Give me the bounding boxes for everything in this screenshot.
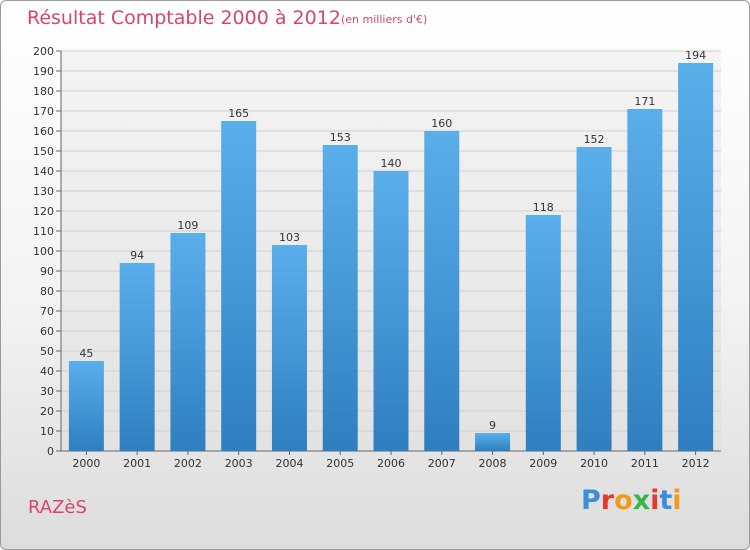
data-label: 94 <box>130 249 144 262</box>
y-tick-label: 200 <box>33 45 54 58</box>
y-tick-label: 80 <box>40 285 54 298</box>
bar <box>424 131 460 451</box>
y-tick-label: 110 <box>33 225 54 238</box>
data-label: 103 <box>279 231 300 244</box>
data-label: 153 <box>330 131 351 144</box>
data-label: 140 <box>381 157 402 170</box>
x-tick-label: 2000 <box>72 457 100 470</box>
data-label: 45 <box>79 347 93 360</box>
data-label: 109 <box>177 219 198 232</box>
x-tick-label: 2001 <box>123 457 151 470</box>
y-tick-label: 160 <box>33 125 54 138</box>
town-name: RAZèS <box>28 497 87 518</box>
data-label: 160 <box>431 117 452 130</box>
y-tick-label: 100 <box>33 245 54 258</box>
bar <box>373 171 409 451</box>
y-tick-label: 60 <box>40 325 54 338</box>
y-tick-label: 130 <box>33 185 54 198</box>
y-tick-label: 10 <box>40 425 54 438</box>
data-label: 9 <box>489 419 496 432</box>
bar <box>68 361 104 451</box>
y-tick-label: 180 <box>33 85 54 98</box>
y-tick-label: 150 <box>33 145 54 158</box>
data-label: 165 <box>228 107 249 120</box>
bar <box>271 245 307 451</box>
bar <box>627 109 663 451</box>
chart-title: Résultat Comptable 2000 à 2012 <box>27 7 341 29</box>
x-tick-label: 2007 <box>428 457 456 470</box>
y-tick-label: 0 <box>47 445 54 458</box>
x-tick-label: 2005 <box>326 457 354 470</box>
bar <box>475 433 511 451</box>
y-tick-label: 50 <box>40 345 54 358</box>
bar <box>525 215 561 451</box>
logo-letter: i <box>672 485 682 516</box>
x-tick-label: 2009 <box>529 457 557 470</box>
x-tick-label: 2008 <box>479 457 507 470</box>
proxiti-logo: Proxiti <box>581 485 682 516</box>
data-label: 171 <box>634 95 655 108</box>
logo-letter: P <box>581 485 601 516</box>
x-tick-label: 2011 <box>631 457 659 470</box>
y-tick-label: 120 <box>33 205 54 218</box>
logo-letter: t <box>659 485 673 516</box>
logo-letter: i <box>650 485 660 516</box>
y-tick-label: 170 <box>33 105 54 118</box>
y-tick-label: 30 <box>40 385 54 398</box>
logo-letter: r <box>600 485 615 516</box>
y-tick-label: 190 <box>33 65 54 78</box>
y-tick-label: 90 <box>40 265 54 278</box>
y-tick-label: 70 <box>40 305 54 318</box>
x-tick-label: 2010 <box>580 457 608 470</box>
logo-letter: x <box>632 485 651 516</box>
data-label: 194 <box>685 49 706 62</box>
y-tick-label: 40 <box>40 365 54 378</box>
chart-subtitle: (en milliers d'€) <box>341 13 428 26</box>
data-label: 118 <box>533 201 554 214</box>
bar <box>678 63 714 451</box>
bar <box>221 121 257 451</box>
x-tick-label: 2012 <box>682 457 710 470</box>
x-tick-label: 2004 <box>275 457 303 470</box>
y-tick-label: 140 <box>33 165 54 178</box>
y-tick-label: 20 <box>40 405 54 418</box>
bar <box>170 233 206 451</box>
bar <box>119 263 155 451</box>
x-tick-label: 2002 <box>174 457 202 470</box>
bar <box>322 145 358 451</box>
logo-letter: o <box>614 485 633 516</box>
bar <box>576 147 612 451</box>
x-tick-label: 2006 <box>377 457 405 470</box>
data-label: 152 <box>584 133 605 146</box>
x-tick-label: 2003 <box>225 457 253 470</box>
